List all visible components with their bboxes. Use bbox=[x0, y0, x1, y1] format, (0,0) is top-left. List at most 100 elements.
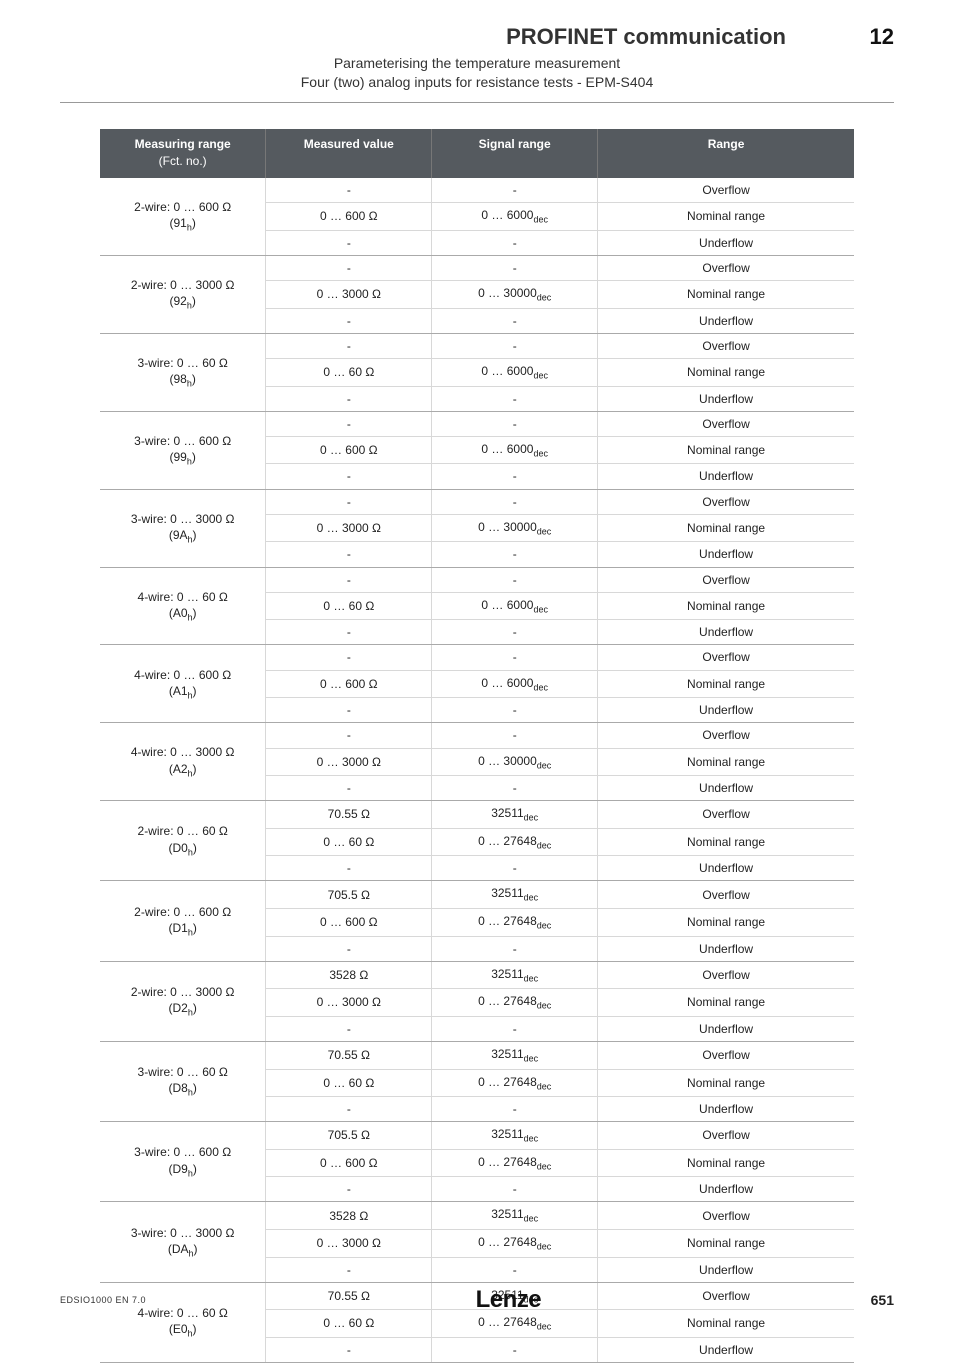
measured-value-cell: - bbox=[266, 856, 432, 881]
measured-value-cell: - bbox=[266, 230, 432, 255]
range-cell: Underflow bbox=[598, 1016, 854, 1041]
signal-range-cell: 0 … 27648dec bbox=[432, 989, 598, 1017]
table-row: 3-wire: 0 … 600 Ω(99h)--Overflow bbox=[100, 411, 854, 436]
measuring-range-cell: 3-wire: 0 … 60 Ω(D8h) bbox=[100, 1041, 266, 1121]
range-cell: Nominal range bbox=[598, 514, 854, 542]
measured-value-cell: - bbox=[266, 645, 432, 670]
table-row: 2-wire: 0 … 600 Ω(91h)--Overflow bbox=[100, 178, 854, 203]
measured-value-cell: 0 … 3000 Ω bbox=[266, 748, 432, 776]
range-cell: Underflow bbox=[598, 776, 854, 801]
range-cell: Underflow bbox=[598, 1177, 854, 1202]
measured-value-cell: 0 … 3000 Ω bbox=[266, 514, 432, 542]
table-row: 3-wire: 0 … 60 Ω(D8h)70.55 Ω32511decOver… bbox=[100, 1041, 854, 1069]
range-cell: Nominal range bbox=[598, 670, 854, 698]
measured-value-cell: 0 … 60 Ω bbox=[266, 592, 432, 620]
measured-value-cell: 0 … 60 Ω bbox=[266, 358, 432, 386]
signal-range-cell: 0 … 6000dec bbox=[432, 203, 598, 231]
measured-value-cell: - bbox=[266, 1016, 432, 1041]
measured-value-cell: - bbox=[266, 386, 432, 411]
range-cell: Underflow bbox=[598, 1257, 854, 1282]
range-cell: Underflow bbox=[598, 936, 854, 961]
range-cell: Nominal range bbox=[598, 1149, 854, 1177]
measuring-range-cell: 2-wire: 0 … 600 Ω(D1h) bbox=[100, 881, 266, 961]
range-cell: Overflow bbox=[598, 411, 854, 436]
table-row: 4-wire: 0 … 60 Ω(A0h)--Overflow bbox=[100, 567, 854, 592]
signal-range-cell: - bbox=[432, 464, 598, 489]
signal-range-cell: - bbox=[432, 386, 598, 411]
signal-range-cell: - bbox=[432, 230, 598, 255]
range-cell: Nominal range bbox=[598, 281, 854, 309]
range-cell: Overflow bbox=[598, 178, 854, 203]
range-cell: Overflow bbox=[598, 723, 854, 748]
col-range: Range bbox=[598, 129, 854, 178]
measured-value-cell: - bbox=[266, 1257, 432, 1282]
measured-value-cell: - bbox=[266, 464, 432, 489]
signal-range-cell: - bbox=[432, 542, 598, 567]
table-row: 4-wire: 0 … 600 Ω(A1h)--Overflow bbox=[100, 645, 854, 670]
range-cell: Overflow bbox=[598, 1202, 854, 1230]
range-cell: Underflow bbox=[598, 386, 854, 411]
signal-range-cell: 0 … 6000dec bbox=[432, 592, 598, 620]
range-cell: Nominal range bbox=[598, 748, 854, 776]
measuring-range-cell: 2-wire: 0 … 600 Ω(91h) bbox=[100, 178, 266, 255]
signal-range-cell: - bbox=[432, 567, 598, 592]
measured-value-cell: 0 … 600 Ω bbox=[266, 203, 432, 231]
measuring-range-cell: 3-wire: 0 … 60 Ω(98h) bbox=[100, 333, 266, 411]
range-cell: Underflow bbox=[598, 698, 854, 723]
range-cell: Underflow bbox=[598, 620, 854, 645]
signal-range-cell: - bbox=[432, 723, 598, 748]
signal-range-cell: 0 … 6000dec bbox=[432, 436, 598, 464]
signal-range-cell: 32511dec bbox=[432, 961, 598, 989]
table-row: 3-wire: 0 … 600 Ω(D9h)705.5 Ω32511decOve… bbox=[100, 1122, 854, 1150]
signal-range-cell: - bbox=[432, 1257, 598, 1282]
range-cell: Nominal range bbox=[598, 1230, 854, 1258]
measured-value-cell: - bbox=[266, 1097, 432, 1122]
signal-range-cell: - bbox=[432, 620, 598, 645]
measured-value-cell: - bbox=[266, 333, 432, 358]
table-row: 4-wire: 0 … 3000 Ω(A2h)--Overflow bbox=[100, 723, 854, 748]
range-cell: Nominal range bbox=[598, 436, 854, 464]
page-number: 651 bbox=[871, 1292, 894, 1308]
signal-range-cell: - bbox=[432, 856, 598, 881]
page-title: PROFINET communication bbox=[60, 24, 806, 50]
table-row: 3-wire: 0 … 3000 Ω(DAh)3528 Ω32511decOve… bbox=[100, 1202, 854, 1230]
measuring-range-cell: 2-wire: 0 … 3000 Ω(92h) bbox=[100, 255, 266, 333]
page-footer: EDSIO1000 EN 7.0 Lenze 651 bbox=[0, 1286, 954, 1314]
range-cell: Overflow bbox=[598, 881, 854, 909]
measured-value-cell: - bbox=[266, 620, 432, 645]
table-row: 3-wire: 0 … 60 Ω(98h)--Overflow bbox=[100, 333, 854, 358]
measured-value-cell: - bbox=[266, 542, 432, 567]
measured-value-cell: - bbox=[266, 567, 432, 592]
signal-range-cell: 0 … 6000dec bbox=[432, 358, 598, 386]
range-cell: Underflow bbox=[598, 308, 854, 333]
signal-range-cell: 0 … 6000dec bbox=[432, 670, 598, 698]
chapter-number: 12 bbox=[854, 24, 894, 50]
signal-range-cell: - bbox=[432, 255, 598, 280]
signal-range-cell: - bbox=[432, 776, 598, 801]
measured-value-cell: - bbox=[266, 308, 432, 333]
page-header: PROFINET communication 12 Parameterising… bbox=[0, 0, 954, 111]
table-row: 3-wire: 0 … 3000 Ω(9Ah)--Overflow bbox=[100, 489, 854, 514]
measuring-range-cell: 3-wire: 0 … 3000 Ω(9Ah) bbox=[100, 489, 266, 567]
header-divider bbox=[60, 102, 894, 103]
range-cell: Underflow bbox=[598, 230, 854, 255]
range-cell: Nominal range bbox=[598, 203, 854, 231]
range-cell: Nominal range bbox=[598, 989, 854, 1017]
subtitle-1: Parameterising the temperature measureme… bbox=[60, 54, 894, 73]
measured-value-cell: 0 … 600 Ω bbox=[266, 670, 432, 698]
measuring-range-cell: 3-wire: 0 … 600 Ω(99h) bbox=[100, 411, 266, 489]
signal-range-cell: 0 … 30000dec bbox=[432, 281, 598, 309]
measuring-range-cell: 3-wire: 0 … 600 Ω(D9h) bbox=[100, 1122, 266, 1202]
spec-table: Measuring range (Fct. no.) Measured valu… bbox=[100, 129, 854, 1363]
table-row: 2-wire: 0 … 600 Ω(D1h)705.5 Ω32511decOve… bbox=[100, 881, 854, 909]
measured-value-cell: 0 … 3000 Ω bbox=[266, 1230, 432, 1258]
signal-range-cell: - bbox=[432, 333, 598, 358]
measured-value-cell: - bbox=[266, 723, 432, 748]
measuring-range-cell: 3-wire: 0 … 3000 Ω(DAh) bbox=[100, 1202, 266, 1282]
signal-range-cell: - bbox=[432, 1016, 598, 1041]
range-cell: Overflow bbox=[598, 255, 854, 280]
range-cell: Nominal range bbox=[598, 1069, 854, 1097]
measuring-range-cell: 2-wire: 0 … 3000 Ω(D2h) bbox=[100, 961, 266, 1041]
range-cell: Underflow bbox=[598, 856, 854, 881]
signal-range-cell: 0 … 27648dec bbox=[432, 828, 598, 856]
